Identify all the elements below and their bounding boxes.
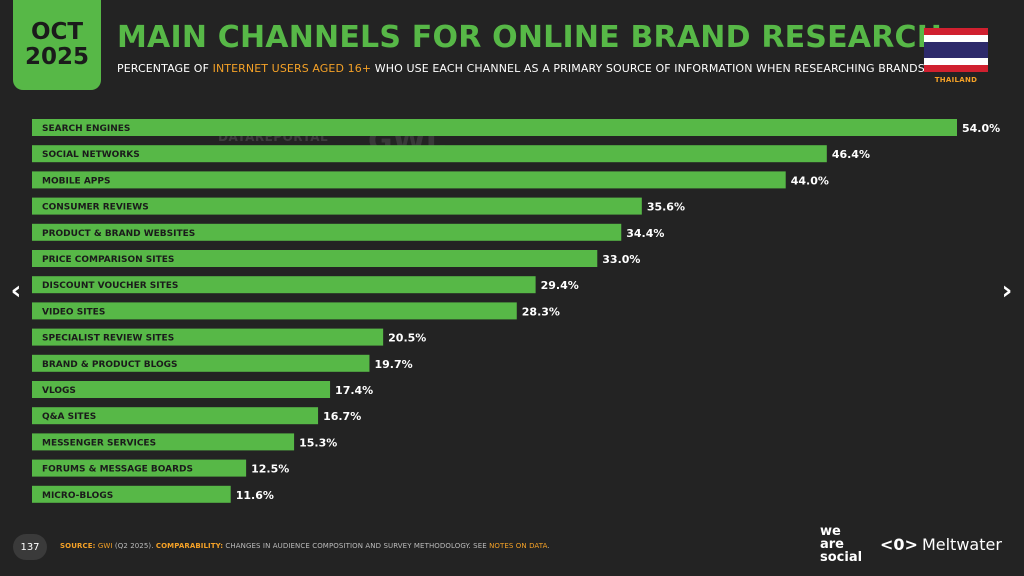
category-label: VIDEO SITES (42, 307, 105, 317)
page-title: MAIN CHANNELS FOR ONLINE BRAND RESEARCH (117, 20, 943, 55)
logo-we: we (820, 524, 841, 539)
bar (32, 459, 247, 477)
page-number: 137 (13, 534, 47, 560)
date-badge: OCT 2025 (13, 0, 101, 90)
source-text: GWI (97, 542, 113, 550)
category-label: Q&A SITES (42, 412, 96, 422)
category-label: SOCIAL NETWORKS (42, 150, 140, 160)
bar (32, 171, 786, 189)
value-label: 17.4% (335, 384, 373, 397)
notes-end: . (547, 542, 550, 550)
previous-slide-icon[interactable]: ‹ (10, 276, 22, 306)
bar (32, 302, 517, 320)
comparability-text: CHANGES IN AUDIENCE COMPOSITION AND SURV… (223, 542, 490, 550)
value-label: 29.4% (541, 279, 579, 292)
value-label: 20.5% (388, 332, 426, 345)
value-label: 54.0% (962, 122, 1000, 135)
category-label: CONSUMER REVIEWS (42, 203, 149, 213)
bar (32, 197, 642, 215)
category-label: PRICE COMPARISON SITES (42, 255, 174, 265)
category-label: SPECIALIST REVIEW SITES (42, 334, 174, 344)
bar (32, 328, 384, 346)
category-label: DISCOUNT VOUCHER SITES (42, 281, 178, 291)
we-are-social-logo: we are social (820, 525, 862, 564)
value-label: 15.3% (299, 436, 337, 449)
category-label: VLOGS (42, 386, 76, 396)
country-label: THAILAND (934, 76, 978, 84)
meltwater-wordmark: Meltwater (921, 535, 1002, 554)
bar (32, 276, 536, 294)
bar (32, 485, 231, 503)
notes-on-data-link[interactable]: NOTES ON DATA (489, 542, 548, 550)
subtitle-pre: PERCENTAGE OF (117, 62, 213, 75)
subtitle-highlight: INTERNET USERS AGED 16+ (212, 62, 372, 75)
value-label: 28.3% (522, 305, 560, 318)
page-subtitle: PERCENTAGE OF INTERNET USERS AGED 16+ WH… (117, 62, 925, 75)
value-label: 12.5% (251, 463, 289, 476)
bar (32, 354, 370, 372)
value-label: 33.0% (602, 253, 640, 266)
value-label: 44.0% (791, 174, 829, 187)
comparability-label: COMPARABILITY: (155, 542, 224, 550)
source-detail: (Q2 2025). (112, 542, 156, 550)
bar (32, 223, 622, 241)
footer-source: SOURCE: GWI (Q2 2025). COMPARABILITY: CH… (60, 542, 550, 550)
subtitle-post: WHO USE EACH CHANNEL AS A PRIMARY SOURCE… (371, 62, 925, 75)
category-label: MICRO-BLOGS (42, 491, 113, 501)
category-label: MOBILE APPS (42, 176, 110, 186)
date-month: OCT (30, 19, 84, 45)
value-label: 19.7% (374, 358, 412, 371)
next-slide-icon[interactable]: › (1001, 276, 1013, 306)
category-label: FORUMS & MESSAGE BOARDS (42, 465, 193, 475)
source-label: SOURCE: (60, 542, 96, 550)
logo-social: social (820, 550, 863, 565)
value-label: 34.4% (626, 227, 664, 240)
category-label: BRAND & PRODUCT BLOGS (42, 360, 178, 370)
category-label: SEARCH ENGINES (42, 124, 130, 134)
bar (32, 433, 295, 451)
bar (32, 381, 331, 398)
bar (32, 145, 827, 163)
value-label: 16.7% (323, 410, 361, 423)
value-label: 35.6% (647, 201, 685, 214)
bar (32, 407, 319, 425)
date-year: 2025 (24, 44, 89, 70)
meltwater-icon: <0> (880, 535, 918, 554)
thailand-flag-icon (924, 28, 988, 72)
value-label: 11.6% (236, 489, 274, 502)
category-label: PRODUCT & BRAND WEBSITES (42, 229, 195, 239)
bar (32, 119, 957, 136)
category-label: MESSENGER SERVICES (42, 438, 156, 448)
bar (32, 250, 598, 267)
meltwater-logo: <0> Meltwater (880, 535, 1002, 554)
logo-are: are (820, 537, 845, 552)
value-label: 46.4% (832, 148, 870, 161)
